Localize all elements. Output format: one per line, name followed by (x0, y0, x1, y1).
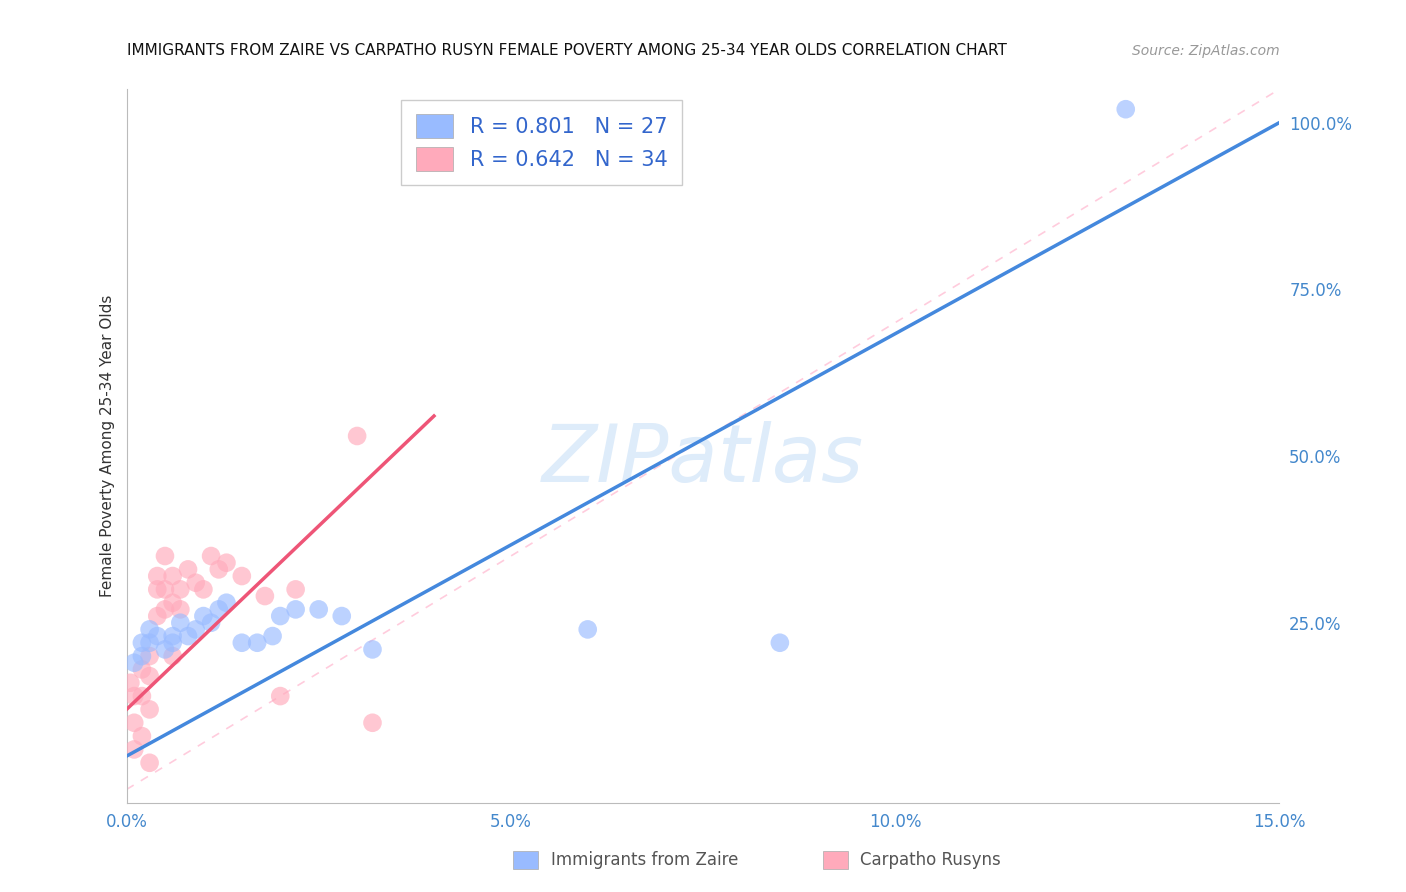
Point (138, 649, 160, 664)
Point (146, 582, 169, 597)
Text: Source: ZipAtlas.com: Source: ZipAtlas.com (1132, 44, 1279, 58)
Point (162, 649, 184, 664)
Point (231, 569, 253, 583)
Text: Immigrants from Zaire: Immigrants from Zaire (551, 851, 738, 869)
Point (169, 582, 191, 597)
Point (131, 662, 153, 676)
Point (184, 575, 207, 590)
Point (153, 549, 176, 563)
Point (138, 623, 160, 637)
Point (146, 609, 169, 624)
Text: ZIPatlas: ZIPatlas (541, 421, 865, 500)
Point (131, 729, 153, 743)
Point (269, 609, 291, 624)
Point (131, 689, 153, 703)
Point (131, 649, 153, 664)
Point (131, 636, 153, 650)
Point (361, 642, 384, 657)
Point (162, 596, 184, 610)
Point (284, 582, 307, 597)
Point (193, 582, 215, 597)
Point (122, 689, 145, 703)
Point (177, 562, 200, 576)
Point (177, 629, 200, 643)
Point (200, 615, 222, 630)
Point (330, 609, 353, 624)
Point (215, 596, 238, 610)
Point (193, 609, 215, 624)
Point (169, 602, 191, 616)
Point (122, 742, 145, 756)
Point (138, 669, 160, 683)
Point (162, 629, 184, 643)
Point (246, 636, 269, 650)
Y-axis label: Female Poverty Among 25-34 Year Olds: Female Poverty Among 25-34 Year Olds (100, 295, 115, 597)
Point (153, 602, 176, 616)
Point (208, 602, 231, 616)
Text: Carpatho Rusyns: Carpatho Rusyns (860, 851, 1001, 869)
Point (138, 702, 160, 716)
Point (262, 629, 284, 643)
Point (162, 636, 184, 650)
Point (208, 562, 231, 576)
Point (122, 656, 145, 670)
Point (361, 715, 384, 730)
Legend: R = 0.801   N = 27, R = 0.642   N = 34: R = 0.801 N = 27, R = 0.642 N = 34 (401, 100, 682, 186)
Point (284, 602, 307, 616)
Point (215, 556, 238, 570)
Point (200, 549, 222, 563)
Point (138, 756, 160, 770)
Point (769, 636, 792, 650)
Point (162, 569, 184, 583)
Point (308, 602, 330, 616)
Point (576, 623, 599, 637)
Point (346, 429, 368, 443)
Point (253, 589, 276, 603)
Point (146, 629, 169, 643)
Point (269, 689, 291, 703)
Point (169, 615, 191, 630)
Text: IMMIGRANTS FROM ZAIRE VS CARPATHO RUSYN FEMALE POVERTY AMONG 25-34 YEAR OLDS COR: IMMIGRANTS FROM ZAIRE VS CARPATHO RUSYN … (127, 43, 1007, 58)
Point (122, 715, 145, 730)
Point (138, 636, 160, 650)
Point (153, 642, 176, 657)
Point (184, 623, 207, 637)
Point (146, 569, 169, 583)
Point (153, 582, 176, 597)
Point (231, 636, 253, 650)
Point (120, 675, 142, 690)
Point (1115, 102, 1137, 116)
